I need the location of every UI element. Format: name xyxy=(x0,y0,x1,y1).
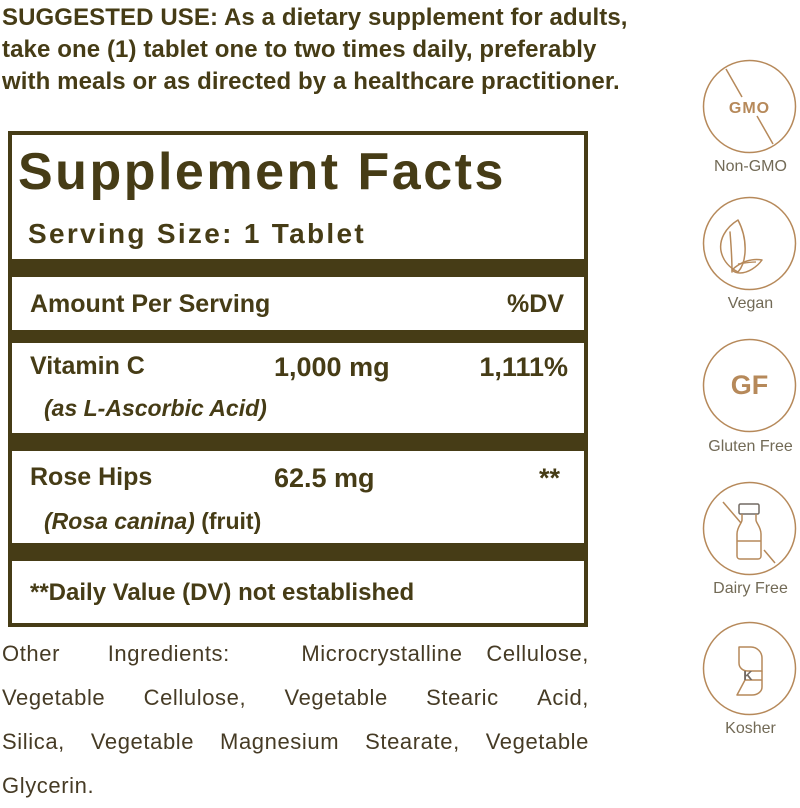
svg-text:GF: GF xyxy=(731,370,769,400)
svg-text:K: K xyxy=(743,668,753,683)
svg-text:GMO: GMO xyxy=(729,100,770,117)
